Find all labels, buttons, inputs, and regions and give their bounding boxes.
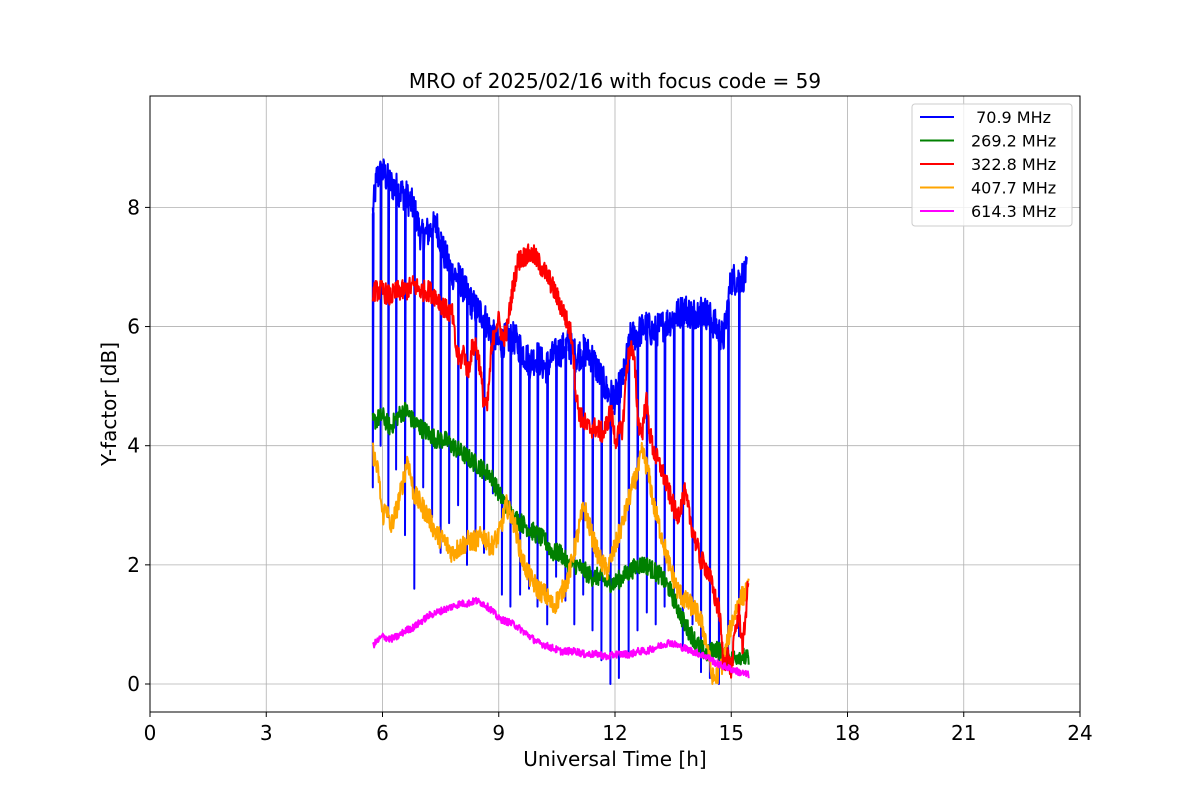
series-line-2	[371, 243, 750, 679]
x-tick-label: 3	[260, 721, 273, 745]
chart-title: MRO of 2025/02/16 with focus code = 59	[409, 69, 821, 93]
y-tick-label: 2	[127, 553, 140, 577]
x-tick-label: 18	[835, 721, 860, 745]
x-tick-label: 24	[1067, 721, 1092, 745]
legend-label: 70.9 MHz	[971, 108, 1051, 127]
plot-area	[371, 158, 750, 685]
legend: 70.9 MHz 269.2 MHz 322.8 MHz 407.7 MHz 614.3…	[911, 103, 1073, 227]
series-line-4	[372, 596, 750, 679]
legend-label: 322.8 MHz	[971, 155, 1056, 174]
y-tick-label: 6	[127, 315, 140, 339]
series-line-1	[371, 401, 750, 669]
x-tick-label: 21	[951, 721, 976, 745]
y-axis-label: Y-factor [dB]	[97, 342, 121, 467]
series-line-3	[371, 441, 750, 685]
x-axis-label: Universal Time [h]	[523, 747, 706, 771]
legend-label: 614.3 MHz	[971, 202, 1056, 221]
x-tick-label: 6	[376, 721, 389, 745]
x-tick-label: 12	[602, 721, 627, 745]
legend-label: 407.7 MHz	[971, 179, 1056, 198]
y-tick-label: 8	[127, 195, 140, 219]
series-line-0	[371, 158, 748, 685]
y-tick-label: 4	[127, 434, 140, 458]
x-tick-label: 15	[719, 721, 744, 745]
x-tick-label: 9	[492, 721, 505, 745]
x-tick-label: 0	[144, 721, 157, 745]
legend-box	[911, 103, 1073, 227]
y-tick-label: 0	[127, 672, 140, 696]
legend-label: 269.2 MHz	[971, 132, 1056, 151]
